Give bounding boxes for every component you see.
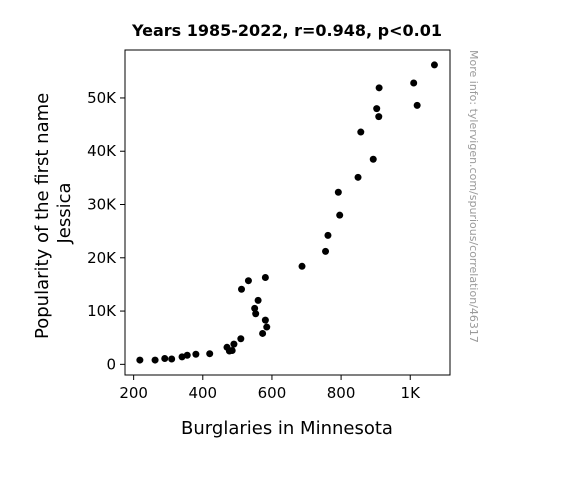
y-tick-label: 50K — [87, 89, 117, 107]
data-point — [230, 340, 238, 348]
y-axis-label-line-2: Jessica — [54, 182, 75, 244]
data-point — [238, 285, 246, 293]
data-point — [375, 113, 383, 121]
y-tick-label: 20K — [87, 249, 117, 267]
data-point — [322, 247, 330, 255]
data-point — [298, 262, 306, 270]
x-tick-label: 200 — [119, 384, 148, 402]
data-point — [413, 101, 421, 109]
data-point — [354, 173, 362, 181]
data-point — [136, 356, 144, 364]
data-point — [192, 350, 200, 358]
data-point — [324, 231, 332, 239]
data-point — [252, 310, 260, 318]
data-point — [251, 304, 259, 312]
data-point — [357, 128, 365, 136]
data-point — [178, 353, 186, 361]
chart-title: Years 1985-2022, r=0.948, p<0.01 — [131, 21, 442, 40]
data-point — [151, 356, 159, 364]
x-tick-label: 400 — [188, 384, 217, 402]
y-tick-label: 30K — [87, 196, 117, 214]
data-points — [136, 61, 438, 364]
data-point — [161, 354, 169, 362]
x-tick-label: 1K — [401, 384, 422, 402]
data-point — [410, 79, 418, 87]
x-axis-ticks: 200 400 600 800 1K — [119, 375, 421, 402]
y-axis-label: Popularity of the first name Jessica — [32, 87, 75, 339]
data-point — [261, 274, 269, 281]
data-point — [168, 355, 176, 363]
data-point — [336, 211, 344, 219]
data-point — [263, 323, 271, 331]
data-point — [237, 335, 245, 343]
plot-area-frame — [124, 49, 451, 376]
y-tick-label: 10K — [87, 302, 117, 320]
data-point — [334, 188, 342, 196]
data-point — [369, 155, 377, 163]
data-point — [259, 329, 267, 337]
data-point — [244, 277, 252, 285]
y-axis-ticks: 0 10K 20K 30K 40K 50K — [87, 89, 125, 373]
x-tick-label: 600 — [258, 384, 287, 402]
x-axis-label: Burglaries in Minnesota — [181, 418, 393, 439]
data-point — [228, 346, 236, 354]
data-point — [206, 350, 214, 358]
data-point — [373, 105, 381, 113]
y-tick-label: 40K — [87, 142, 117, 160]
watermark-text: More info: tylervigen.com/spurious/corre… — [467, 50, 480, 343]
y-tick-label: 0 — [106, 355, 116, 373]
y-axis-label-line-1: Popularity of the first name — [32, 93, 53, 339]
data-point — [375, 84, 383, 92]
data-point — [254, 296, 262, 304]
data-point — [261, 316, 269, 324]
data-point — [430, 61, 438, 69]
x-tick-label: 800 — [327, 384, 356, 402]
